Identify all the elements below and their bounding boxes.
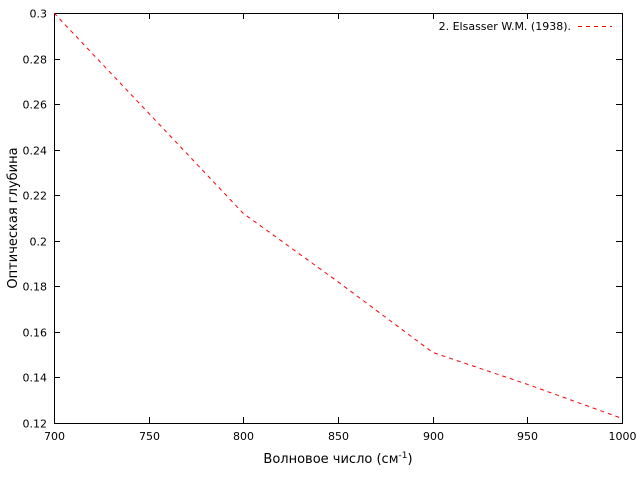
legend-label: 2. Elsasser W.M. (1938). (439, 20, 571, 33)
y-tick-label: 0.18 (23, 281, 48, 294)
y-tick-label: 0.22 (23, 190, 48, 203)
plot-frame (54, 13, 623, 424)
x-axis-title-superscript: -1 (399, 451, 408, 461)
x-axis-title-main: Волновое число (см (263, 452, 398, 467)
x-tick-label: 850 (328, 430, 349, 443)
ticks-layer: 700 750 800 850 900 950 1000 0.12 0.14 0.16 0.18 0.… (23, 8, 637, 444)
y-tick-label: 0.14 (23, 372, 48, 385)
y-axis-title: Оптическая глубина (6, 147, 21, 288)
x-tick-label: 900 (423, 430, 444, 443)
series-line-0 (53, 12, 623, 419)
series-layer (53, 12, 623, 419)
y-tick-label: 0.24 (23, 145, 48, 158)
y-tick-label: 0.26 (23, 99, 48, 112)
y-tick-label: 0.28 (23, 54, 48, 67)
y-tick-label: 0.3 (30, 8, 48, 21)
x-tick-label: 1000 (609, 430, 637, 443)
x-tick-label: 700 (44, 430, 65, 443)
x-tick-label: 750 (139, 430, 160, 443)
x-tick-label: 950 (517, 430, 538, 443)
y-tick-label: 0.2 (30, 236, 48, 249)
x-axis-title-end: ) (407, 452, 412, 467)
legend: 2. Elsasser W.M. (1938). (439, 20, 612, 33)
y-tick-label: 0.12 (23, 418, 48, 431)
y-tick-label: 0.16 (23, 327, 48, 340)
x-tick-label: 800 (233, 430, 254, 443)
x-axis-title: Волновое число (см-1) (263, 451, 412, 467)
